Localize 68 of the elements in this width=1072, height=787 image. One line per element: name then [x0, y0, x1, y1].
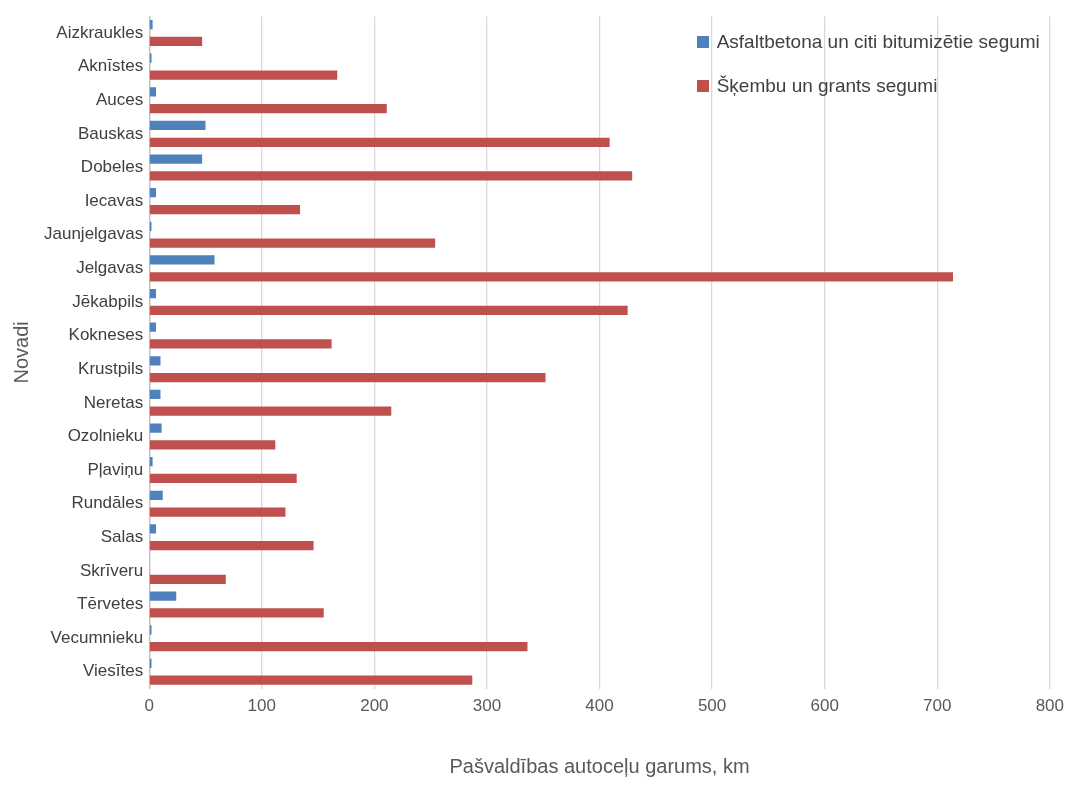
y-tick-label: Kokneses: [68, 325, 144, 345]
x-tick-label: 100: [247, 696, 276, 716]
bar: [149, 104, 387, 114]
y-tick-label: Salas: [100, 527, 144, 546]
y-tick-label: Jēkabpils: [72, 291, 144, 311]
bar: [149, 423, 162, 433]
bar: [149, 541, 314, 551]
bar: [149, 389, 161, 400]
bar: [149, 154, 203, 164]
x-axis-title: Pašvaldības autoceļu garums, km: [449, 754, 750, 777]
bar: [149, 322, 156, 332]
legend-label: Šķembu un grants segumi: [716, 75, 938, 98]
bar: [149, 305, 628, 315]
bar: [149, 406, 392, 416]
bar: [149, 372, 546, 383]
y-tick-label: Jaunjelgavas: [43, 224, 144, 244]
bar: [149, 288, 156, 299]
bar: [149, 120, 206, 131]
y-tick-label: Skrīveru: [79, 560, 144, 580]
x-tick-label: 600: [810, 696, 839, 716]
bar: [149, 204, 301, 215]
y-tick-label: Krustpils: [78, 358, 144, 378]
bar: [149, 524, 156, 534]
bar: [149, 574, 226, 584]
bar: [149, 188, 156, 198]
y-tick-label: Tērvetes: [77, 594, 144, 614]
bar: [149, 356, 161, 366]
y-tick-label: Vecumnieku: [50, 627, 144, 647]
x-tick-label: 800: [1035, 696, 1065, 716]
x-tick-label: 700: [923, 696, 952, 716]
y-axis-title: Novadi: [9, 321, 32, 384]
bar: [149, 137, 610, 147]
bar: [149, 272, 954, 282]
bar: [149, 473, 297, 484]
x-tick-label: 200: [360, 696, 389, 716]
bar: [149, 171, 633, 181]
bar: [149, 490, 163, 500]
bar: [149, 339, 332, 349]
y-tick-label: Viesītes: [83, 661, 144, 681]
bar: [149, 507, 286, 517]
x-tick-label: 400: [585, 696, 614, 716]
y-tick-label: Pļaviņu: [87, 459, 144, 479]
y-tick-label: Aizkraukles: [56, 22, 144, 42]
y-tick-label: Jelgavas: [76, 258, 144, 278]
bar: [149, 641, 528, 652]
x-tick-label: 500: [697, 696, 727, 716]
bar: [149, 457, 153, 467]
y-tick-label: Bauskas: [78, 123, 144, 143]
bar: [149, 440, 276, 450]
y-tick-label: Rundāles: [71, 493, 144, 513]
y-tick-label: Dobeles: [80, 157, 144, 177]
bar: [149, 255, 215, 265]
bar: [149, 36, 203, 47]
y-tick-label: Iecavas: [84, 190, 144, 210]
bar: [149, 70, 338, 80]
y-tick-label: Ozolnieku: [67, 426, 144, 446]
x-tick-label: 300: [472, 696, 502, 716]
y-tick-label: Auces: [95, 89, 144, 109]
bar: [149, 675, 473, 685]
bar: [149, 87, 156, 97]
y-tick-label: Aknīstes: [78, 56, 144, 76]
legend-label: Asfaltbetona un citi bitumizētie segumi: [716, 31, 1040, 54]
bar: [149, 19, 153, 30]
bar: [149, 238, 436, 248]
bar: [149, 608, 324, 618]
y-tick-label: Neretas: [83, 392, 144, 412]
bar: [149, 591, 177, 601]
x-tick-label: 0: [144, 696, 154, 716]
